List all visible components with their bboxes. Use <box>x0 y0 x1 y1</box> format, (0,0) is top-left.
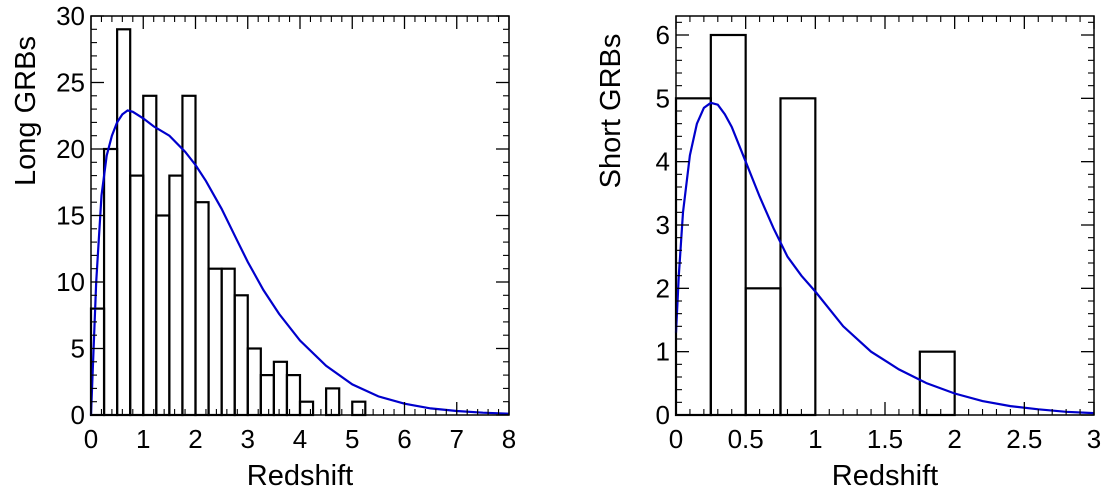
long-hist-bar <box>116 28 132 417</box>
long-hist-bar <box>246 347 262 417</box>
short-plot-frame <box>675 15 1095 416</box>
long-hist-bar <box>102 147 119 417</box>
short-y-tick-label: 4 <box>656 147 670 177</box>
long-y-tick-label: 25 <box>56 68 85 98</box>
long-hist-bar <box>129 174 145 417</box>
long-plot-frame <box>90 15 510 416</box>
short-y-tick-label: 2 <box>656 273 670 303</box>
long-hist-bar <box>351 400 367 417</box>
short-x-tick-label: 2.5 <box>1006 424 1042 454</box>
long-y-tick-label: 15 <box>56 201 85 231</box>
long-y-tick-label: 30 <box>56 1 85 31</box>
short-grb-panel: 0 0.5 1 1.5 2 2.5 3 0 1 2 3 4 5 6 Redshift Short GRBs <box>595 15 1101 490</box>
long-x-tick-label: 2 <box>188 424 202 454</box>
long-x-tick-label: 7 <box>450 424 464 454</box>
short-hist-bar <box>674 97 712 417</box>
long-hist-bar <box>155 214 171 417</box>
long-hist-bar <box>207 267 223 417</box>
short-fit-curve <box>674 101 1095 415</box>
short-x-tick-label: 3 <box>1087 424 1101 454</box>
long-x-tick-label: 0 <box>84 424 98 454</box>
short-y-tick-label: 1 <box>656 337 670 367</box>
long-x-tick-label: 4 <box>293 424 307 454</box>
short-y-tick-label: 0 <box>656 400 670 430</box>
long-y-tick-label: 0 <box>71 400 85 430</box>
long-hist-bar <box>181 94 197 417</box>
short-hist-bar <box>779 97 817 417</box>
short-y-tick-label: 5 <box>656 83 670 113</box>
long-hist-bar <box>325 387 341 417</box>
short-x-tick-label: 1 <box>808 424 822 454</box>
short-x-tick-label: 0.5 <box>728 424 764 454</box>
short-x-axis-title: Redshift <box>832 460 938 490</box>
long-x-tick-label: 1 <box>136 424 150 454</box>
short-hist-bar <box>744 287 782 417</box>
long-hist-bar <box>220 267 236 417</box>
long-hist-bar <box>272 360 289 417</box>
long-y-tick-label: 20 <box>56 134 85 164</box>
long-hist-bar <box>285 374 302 417</box>
short-x-tick-label: 0 <box>669 424 683 454</box>
short-x-tick-label: 1.5 <box>867 424 903 454</box>
long-x-tick-label: 5 <box>345 424 359 454</box>
short-y-axis-title: Short GRBs <box>595 34 627 189</box>
long-y-axis-title: Long GRBs <box>10 36 42 186</box>
long-hist-bar <box>168 174 184 417</box>
long-y-tick-label: 5 <box>71 334 85 364</box>
short-hist-bar <box>709 33 747 417</box>
long-hist-bar <box>298 400 315 417</box>
long-hist-bar <box>194 201 210 417</box>
long-x-tick-label: 6 <box>397 424 411 454</box>
short-y-tick-label: 6 <box>656 20 670 50</box>
long-grb-panel: 0 1 2 3 4 5 6 7 8 0 5 10 15 20 25 30 Redshift Long GRBs <box>10 1 516 490</box>
long-x-tick-label: 3 <box>241 424 255 454</box>
short-y-tick-label: 3 <box>656 210 670 240</box>
short-x-tick-label: 2 <box>947 424 961 454</box>
long-x-tick-label: 8 <box>502 424 516 454</box>
long-hist-bar <box>259 374 275 417</box>
long-hist-bar <box>142 94 158 417</box>
long-y-tick-label: 10 <box>56 267 85 297</box>
long-fit-curve <box>89 109 510 416</box>
long-hist-bar <box>233 294 249 417</box>
long-x-axis-title: Redshift <box>247 460 353 490</box>
